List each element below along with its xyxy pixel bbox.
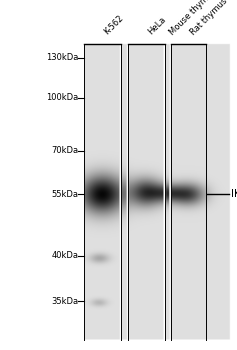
Text: 70kDa: 70kDa — [51, 146, 78, 155]
Text: 40kDa: 40kDa — [51, 251, 78, 260]
Text: 100kDa: 100kDa — [46, 93, 78, 103]
Text: IKZF2: IKZF2 — [231, 189, 237, 199]
Text: Rat thymus: Rat thymus — [188, 0, 229, 37]
Text: 35kDa: 35kDa — [51, 296, 78, 306]
Text: Mouse thymus: Mouse thymus — [168, 0, 217, 37]
Text: K-562: K-562 — [102, 14, 125, 37]
Text: 130kDa: 130kDa — [46, 53, 78, 62]
Text: HeLa: HeLa — [146, 15, 168, 37]
Text: 55kDa: 55kDa — [51, 190, 78, 199]
